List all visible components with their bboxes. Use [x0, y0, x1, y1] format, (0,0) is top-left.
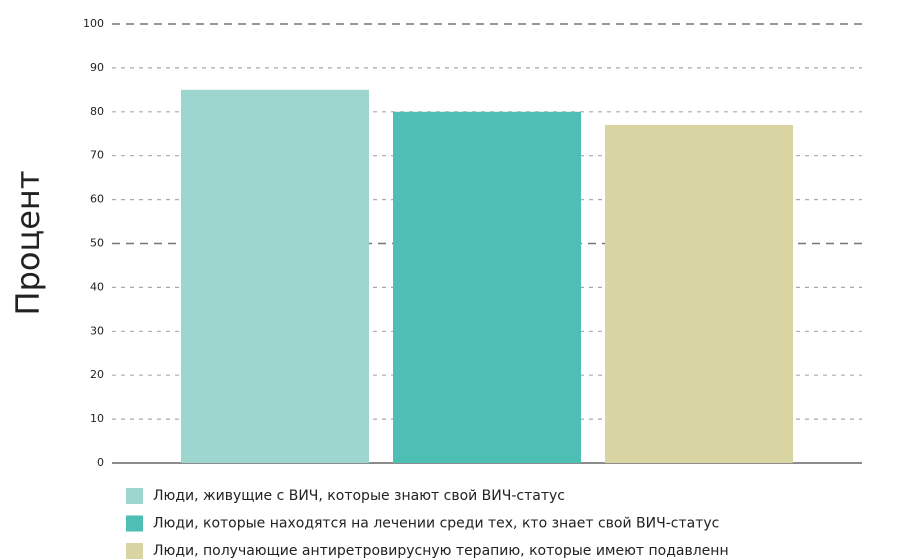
y-tick-label: 70 [90, 149, 104, 162]
y-tick-label: 40 [90, 280, 104, 293]
y-tick-label: 30 [90, 324, 104, 337]
legend-swatch [126, 488, 143, 504]
y-tick-label: 60 [90, 193, 104, 206]
y-tick-label: 20 [90, 368, 104, 381]
y-tick-label: 90 [90, 61, 104, 74]
y-tick-label: 100 [83, 17, 104, 30]
legend-label: Люди, получающие антиретровирусную терап… [153, 543, 729, 559]
bar [181, 89, 369, 463]
legend-label: Люди, живущие с ВИЧ, которые знают свой … [153, 488, 565, 504]
bar [605, 124, 793, 463]
y-tick-label: 0 [97, 456, 104, 469]
legend-swatch [126, 515, 143, 532]
legend-label: Люди, которые находятся на лечении среди… [153, 516, 719, 532]
y-tick-label: 10 [90, 412, 104, 425]
legend-swatch [126, 543, 143, 559]
y-axis-label: Процент [9, 171, 47, 316]
bar [393, 111, 581, 464]
y-tick-label: 80 [90, 105, 104, 118]
y-tick-label: 50 [90, 237, 104, 250]
